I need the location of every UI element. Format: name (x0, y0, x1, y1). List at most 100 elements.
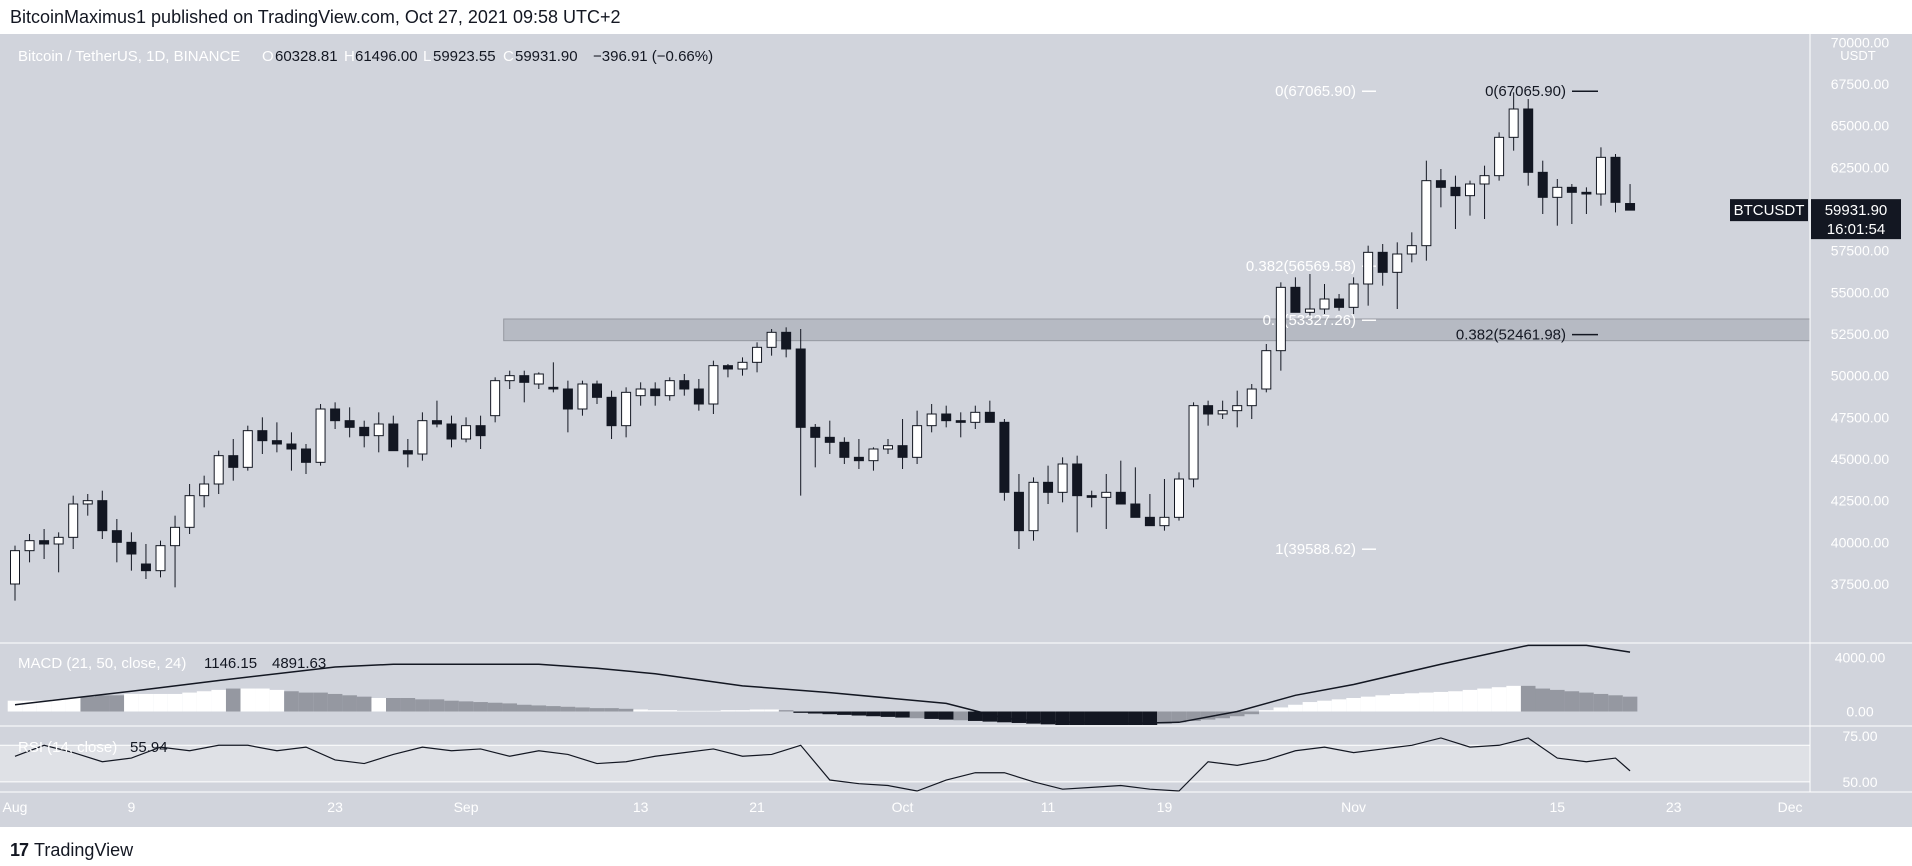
candle-body[interactable] (1159, 516, 1170, 527)
candle-body[interactable] (1115, 491, 1126, 505)
candle-body[interactable] (402, 450, 413, 455)
candle-body[interactable] (1188, 405, 1199, 480)
candle-body[interactable] (1581, 191, 1592, 195)
candle-body[interactable] (1625, 203, 1636, 211)
candle-body[interactable] (883, 445, 893, 450)
candle-body[interactable] (1174, 478, 1184, 518)
candle-body[interactable] (1275, 286, 1286, 352)
candle-body[interactable] (781, 331, 792, 350)
candle-body[interactable] (97, 500, 108, 532)
candle-body[interactable] (1450, 186, 1461, 197)
candle-body[interactable] (606, 396, 617, 427)
candle-body[interactable] (140, 563, 151, 572)
candle-body[interactable] (286, 443, 297, 450)
candle-body[interactable] (1595, 156, 1606, 195)
candle-body[interactable] (461, 425, 472, 440)
candle-body[interactable] (271, 440, 282, 445)
candle-body[interactable] (795, 348, 806, 428)
candle-body[interactable] (1101, 491, 1112, 498)
candle-body[interactable] (242, 430, 253, 468)
candle-body[interactable] (1508, 108, 1519, 138)
candle-body[interactable] (24, 540, 35, 552)
candle-body[interactable] (39, 540, 50, 545)
candle-body[interactable] (1392, 253, 1403, 273)
candle-body[interactable] (1494, 136, 1505, 177)
candle-body[interactable] (446, 423, 457, 440)
candle-body[interactable] (766, 331, 777, 348)
candle-body[interactable] (68, 503, 79, 538)
candle-body[interactable] (1261, 350, 1272, 390)
candle-body[interactable] (373, 423, 384, 437)
resistance-zone[interactable] (503, 318, 1811, 342)
candle-body[interactable] (577, 383, 588, 410)
candle-body[interactable] (53, 536, 64, 545)
candle-body[interactable] (126, 541, 137, 555)
candle-body[interactable] (490, 380, 501, 417)
candle-body[interactable] (650, 388, 661, 397)
candle-body[interactable] (417, 420, 428, 455)
candle-body[interactable] (184, 495, 195, 528)
candle-body[interactable] (1363, 251, 1374, 285)
candle-body[interactable] (999, 421, 1010, 493)
candle-body[interactable] (199, 483, 210, 497)
candle-body[interactable] (359, 426, 370, 437)
candle-body[interactable] (955, 420, 966, 423)
candle-body[interactable] (839, 441, 850, 458)
candle-body[interactable] (475, 425, 486, 437)
candle-body[interactable] (664, 380, 675, 397)
candle-body[interactable] (708, 365, 719, 405)
candle-body[interactable] (431, 420, 442, 425)
candle-body[interactable] (1144, 516, 1155, 527)
candlestick-chart[interactable]: 0(67065.90) 0.382(56569.58) 0.5(53327.26) 1… (0, 34, 1912, 827)
candle-body[interactable] (301, 448, 311, 463)
candle-body[interactable] (1421, 180, 1432, 247)
candle-body[interactable] (1130, 503, 1141, 518)
candle-body[interactable] (853, 456, 864, 462)
candle-body[interactable] (1319, 298, 1330, 310)
candle-body[interactable] (548, 386, 559, 390)
candle-body[interactable] (635, 388, 646, 397)
chart-container[interactable]: 0(67065.90) 0.382(56569.58) 0.5(53327.26) 1… (0, 34, 1912, 827)
candle-body[interactable] (1013, 491, 1024, 532)
candle-body[interactable] (1377, 251, 1388, 273)
candle-body[interactable] (693, 388, 704, 405)
candle-body[interactable] (1028, 481, 1039, 532)
candle-body[interactable] (315, 408, 326, 463)
candle-body[interactable] (1552, 186, 1563, 198)
candle-body[interactable] (562, 388, 573, 410)
candle-body[interactable] (737, 361, 748, 370)
candle-body[interactable] (984, 411, 995, 423)
candle-body[interactable] (1086, 495, 1097, 498)
candle-body[interactable] (897, 445, 908, 458)
footer-brand[interactable]: 17 TradingView (10, 834, 133, 866)
candle-body[interactable] (1610, 156, 1621, 203)
candle-body[interactable] (1290, 286, 1301, 313)
candle-body[interactable] (170, 526, 181, 547)
candle-body[interactable] (519, 375, 530, 383)
candle-body[interactable] (1435, 180, 1446, 188)
candle-body[interactable] (388, 423, 399, 452)
candle-body[interactable] (941, 413, 952, 422)
candle-body[interactable] (1217, 410, 1228, 415)
candle-body[interactable] (912, 425, 923, 458)
candle-body[interactable] (722, 365, 733, 370)
candle-body[interactable] (533, 373, 544, 385)
candle-body[interactable] (1304, 308, 1315, 313)
candle-body[interactable] (679, 380, 690, 390)
candle-body[interactable] (1479, 175, 1490, 185)
candle-body[interactable] (1232, 405, 1243, 412)
candle-body[interactable] (344, 420, 355, 428)
candle-body[interactable] (257, 430, 268, 442)
candle-body[interactable] (810, 426, 821, 438)
candle-body[interactable] (1043, 481, 1054, 493)
candle-body[interactable] (1203, 405, 1214, 415)
candle-body[interactable] (1566, 186, 1577, 193)
candle-body[interactable] (824, 436, 835, 443)
candle-body[interactable] (592, 383, 602, 398)
candle-body[interactable] (868, 448, 879, 462)
candle-body[interactable] (213, 455, 224, 485)
candle-body[interactable] (155, 545, 166, 572)
candle-body[interactable] (970, 411, 981, 423)
candle-body[interactable] (752, 346, 763, 363)
candle-body[interactable] (1334, 298, 1345, 308)
